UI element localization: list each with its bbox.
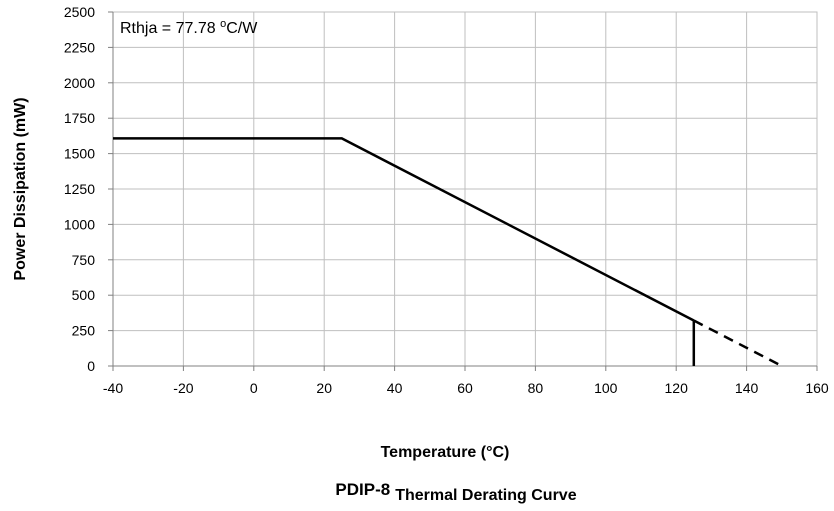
chart-caption: PDIP-8 Thermal Derating Curve [335,480,576,504]
annotation-suffix: C/W [226,20,258,37]
y-tick-label: 500 [72,287,96,303]
annotation-prefix: Rthja = 77.78 [120,20,220,37]
x-tick-label: 160 [805,380,829,396]
y-tick-label: 1250 [64,181,95,197]
x-tick-label: -20 [173,380,193,396]
y-tick-label: 250 [72,323,96,339]
grid-lines [113,11,817,366]
x-axis-title: Temperature (°C) [381,444,510,461]
y-tick-label: 1750 [64,110,95,126]
series-lines [113,137,783,368]
annotation-superscript: o [220,18,226,30]
y-tick-label: 0 [87,358,95,374]
x-tick-label: 100 [594,380,618,396]
plot-frame [108,11,818,371]
x-tick-label: 20 [316,380,332,396]
x-tick-label: 0 [250,380,258,396]
y-tick-label: 2500 [64,4,95,20]
x-tick-label: 60 [457,380,473,396]
thermal-resistance-annotation: Rthja = 77.78 oC/W [120,18,258,37]
y-tick-label: 2250 [64,39,95,55]
y-tick-label: 1000 [64,216,95,232]
y-tick-label: 1500 [64,146,95,162]
x-tick-label: 40 [387,380,403,396]
series-line-2 [693,319,783,368]
y-tick-label: 2000 [64,75,95,91]
x-tick-label: -40 [103,380,123,396]
x-tick-label: 140 [735,380,759,396]
x-tick-label: 80 [528,380,544,396]
series-line-1 [113,137,695,322]
caption-prefix: PDIP-8 [335,480,390,499]
y-axis-title: Power Dissipation (mW) [12,97,29,280]
caption-suffix: Thermal Derating Curve [395,487,576,504]
tick-labels: -40 -20 0 20 40 60 80 100 120 140 160 0 250 500 750 100… [64,4,829,396]
x-tick-label: 120 [665,380,689,396]
y-tick-label: 750 [72,252,96,268]
